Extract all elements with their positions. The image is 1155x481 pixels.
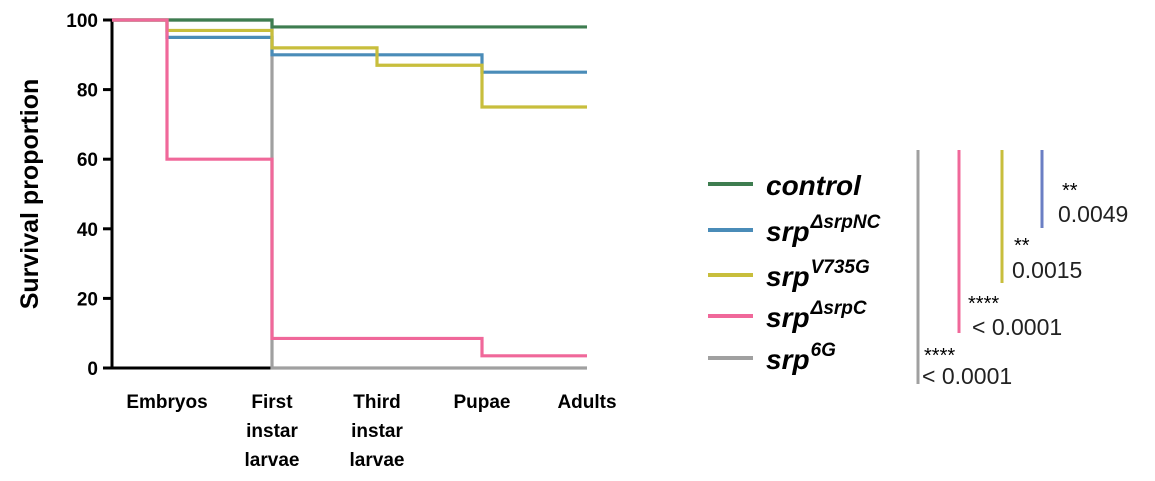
x-tick-label: Embryos	[126, 392, 207, 413]
y-tick-label: 40	[77, 220, 98, 241]
significance-stars: **	[1014, 235, 1030, 257]
y-tick-label: 100	[66, 11, 98, 32]
series-line-control	[112, 18, 587, 29]
x-tick-label: Third instar larvae	[350, 392, 405, 471]
legend-label: srpV735G	[766, 257, 870, 292]
y-tick-label: 20	[77, 289, 98, 310]
y-tick-label: 0	[87, 359, 98, 380]
y-tick-label: 80	[77, 81, 98, 102]
p-value: < 0.0001	[972, 314, 1062, 340]
significance-stars: **	[1062, 180, 1078, 202]
series-line-srp-v735g	[112, 18, 587, 109]
significance-annotations: **0.0049**0.0015****< 0.0001****< 0.0001	[916, 150, 1128, 389]
x-tick-label: Pupae	[453, 392, 510, 413]
p-value: 0.0049	[1058, 201, 1128, 227]
legend-label: srp6G	[766, 340, 836, 375]
y-tick-label: 60	[77, 150, 98, 171]
legend-label: srpΔsrpNC	[766, 212, 881, 247]
x-tick-label: Adults	[557, 392, 616, 413]
legend-label: control	[766, 170, 862, 201]
significance-stars: ****	[924, 345, 955, 367]
axes: 0 20 40 60 80 100 Survival proportion Embryos Fi…	[16, 11, 617, 471]
series-line-srp-srpc	[112, 18, 587, 358]
significance-stars: ****	[968, 293, 999, 315]
p-value: < 0.0001	[922, 363, 1012, 389]
x-tick-label: First instar larvae	[245, 392, 300, 471]
legend-label: srpΔsrpC	[766, 298, 867, 333]
series-layer	[112, 18, 587, 370]
p-value: 0.0015	[1012, 257, 1082, 283]
legend: control srpΔsrpNC srpV735G srpΔsrpC srp6G	[708, 170, 881, 375]
y-axis-label: Survival proportion	[16, 79, 44, 310]
